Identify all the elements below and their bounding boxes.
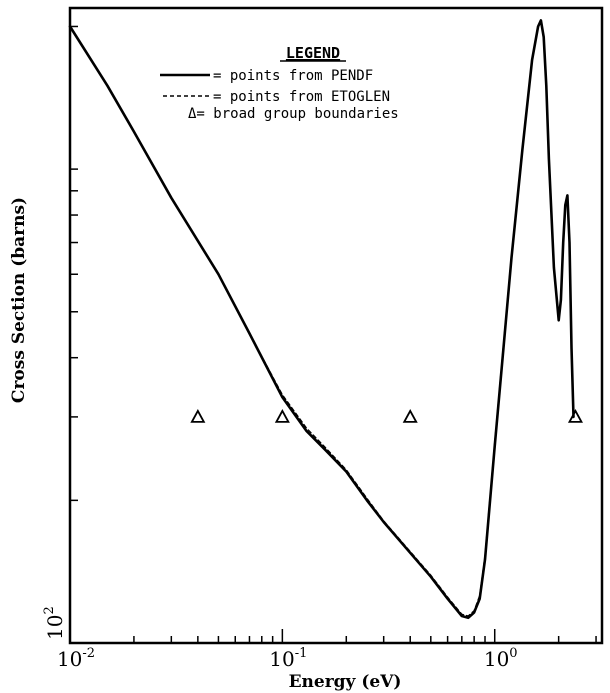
legend-title: LEGEND xyxy=(286,44,340,62)
legend-entry-pendf: = points from PENDF xyxy=(213,68,373,84)
x-tick-label-exp: 0 xyxy=(509,646,517,661)
legend: LEGEND = points from PENDF = points from… xyxy=(160,44,399,122)
x-tick-label-base: 10 xyxy=(484,647,509,671)
y-tick-label-exp: 2 xyxy=(42,606,57,614)
x-tick-labels: 10-2 10-1 100 xyxy=(57,646,518,671)
x-tick-label-exp: -1 xyxy=(295,646,308,661)
x-axis-ticks xyxy=(69,629,597,643)
y-axis-label: Cross Section (barns) xyxy=(9,197,29,403)
group-boundary-marker xyxy=(567,409,583,423)
series-layer xyxy=(68,19,575,620)
group-boundary-marker xyxy=(190,409,206,423)
y-tick-label-base: 10 xyxy=(43,615,67,640)
y-axis-ticks xyxy=(70,25,78,502)
x-tick-label-base: 10 xyxy=(57,647,82,671)
y-tick-label: 102 xyxy=(42,606,67,640)
plot-frame xyxy=(68,6,604,645)
group-boundary-marker xyxy=(274,409,290,423)
group-boundary-markers xyxy=(190,409,583,423)
group-boundary-marker xyxy=(402,409,418,423)
series-etoglen-line xyxy=(69,20,575,617)
x-tick-label: 10-2 xyxy=(57,646,95,671)
x-tick-label-base: 10 xyxy=(269,647,294,671)
x-tick-label: 10-1 xyxy=(269,646,307,671)
x-axis-label: Energy (eV) xyxy=(289,672,402,692)
x-tick-label-exp: -2 xyxy=(82,646,95,661)
legend-entry-etoglen: = points from ETOGLEN xyxy=(213,89,390,105)
legend-entry-boundaries: Δ= broad group boundaries xyxy=(188,106,399,122)
x-tick-label: 100 xyxy=(484,646,518,671)
